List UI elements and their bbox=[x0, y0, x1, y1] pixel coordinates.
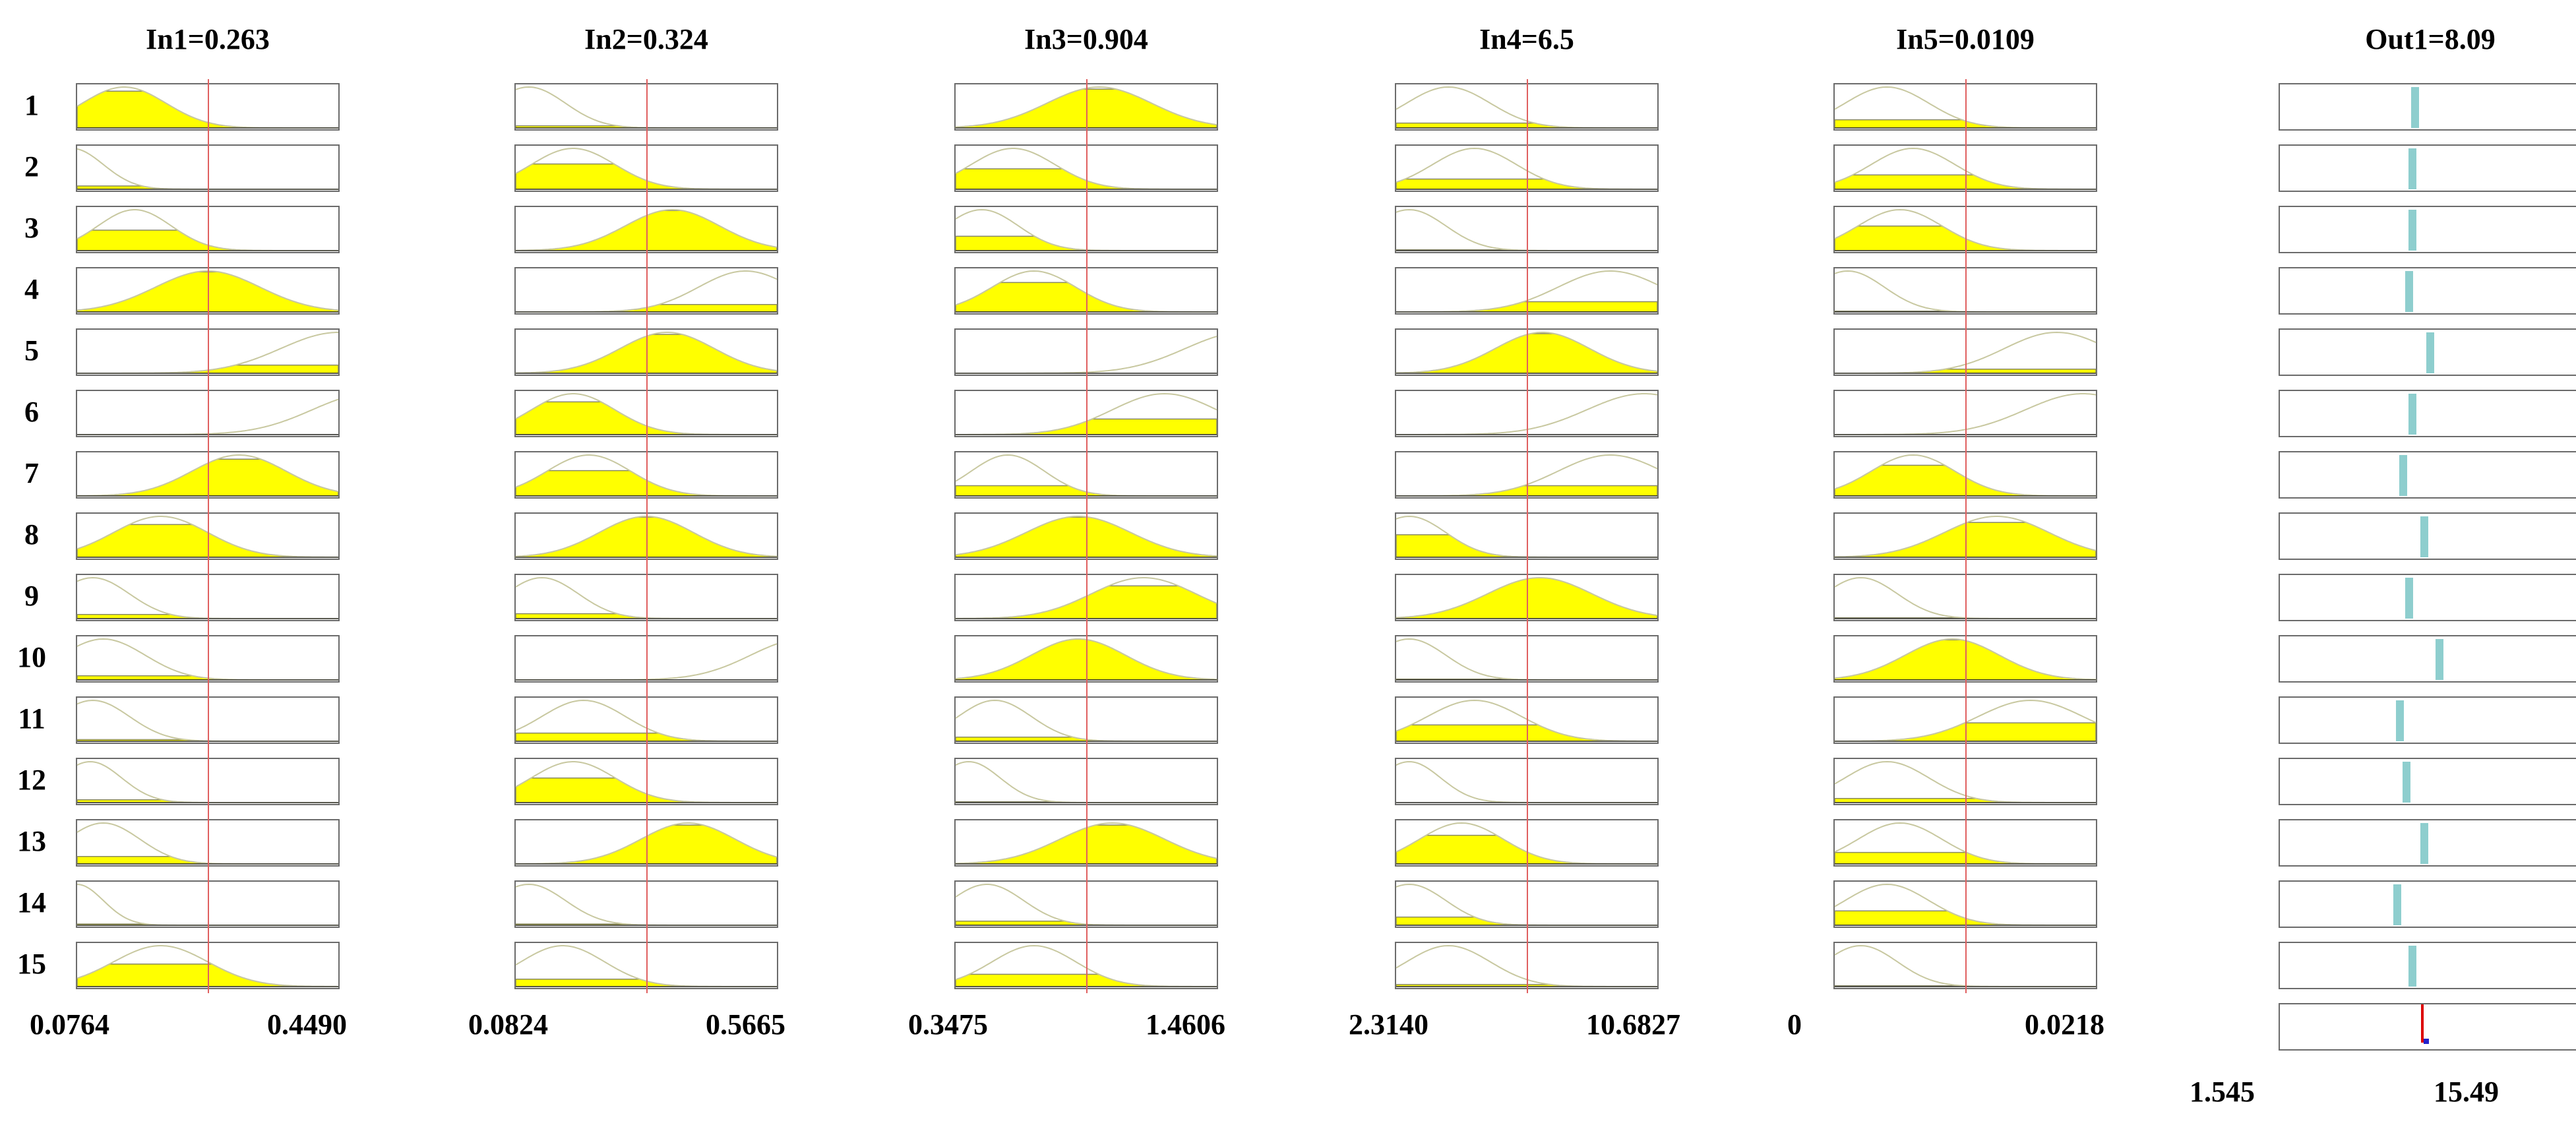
input-value-line[interactable] bbox=[1086, 79, 1088, 993]
output-bar bbox=[2435, 639, 2443, 680]
rule-number: 10 bbox=[17, 641, 46, 673]
output-rule-plot[interactable] bbox=[2279, 390, 2576, 437]
output-rule-plot[interactable] bbox=[2279, 574, 2576, 621]
input-title: In2=0.324 bbox=[584, 23, 708, 55]
defuzzified-line bbox=[2421, 1004, 2424, 1043]
rule-number: 5 bbox=[24, 334, 39, 367]
rule-number: 14 bbox=[17, 886, 46, 919]
output-bar bbox=[2399, 455, 2407, 496]
output-rule-plot[interactable] bbox=[2279, 206, 2576, 253]
output-rule-plot[interactable] bbox=[2279, 267, 2576, 315]
output-rule-plot[interactable] bbox=[2279, 942, 2576, 989]
input-value-line[interactable] bbox=[1527, 79, 1528, 993]
rule-number: 7 bbox=[24, 457, 39, 489]
rule-number: 1 bbox=[24, 89, 39, 121]
rule-number: 8 bbox=[24, 518, 39, 551]
output-rule-plot[interactable] bbox=[2279, 696, 2576, 744]
output-bar bbox=[2408, 394, 2416, 435]
range-max-label: 0.4490 bbox=[267, 1008, 347, 1041]
input-title: In1=0.263 bbox=[146, 23, 270, 55]
range-min-label: 0.3475 bbox=[908, 1008, 988, 1041]
input-value-line[interactable] bbox=[208, 79, 209, 993]
output-bar bbox=[2405, 578, 2414, 619]
range-min-label: 0.0824 bbox=[468, 1008, 548, 1041]
input-title: In4=6.5 bbox=[1479, 23, 1574, 55]
rule-number: 11 bbox=[18, 702, 46, 735]
output-bar bbox=[2396, 700, 2405, 741]
output-max-label: 15.49 bbox=[2434, 1076, 2499, 1108]
range-max-label: 0.5665 bbox=[706, 1008, 785, 1041]
range-min-label: 0 bbox=[1787, 1008, 1802, 1041]
range-min-label: 2.3140 bbox=[1349, 1008, 1428, 1041]
rule-number: 6 bbox=[24, 396, 39, 428]
output-bar bbox=[2426, 332, 2434, 373]
output-title: Out1=8.09 bbox=[2365, 23, 2496, 55]
input-title: In5=0.0109 bbox=[1896, 23, 2035, 55]
output-rule-plot[interactable] bbox=[2279, 880, 2576, 928]
output-bar bbox=[2420, 516, 2428, 557]
output-bar bbox=[2408, 946, 2416, 987]
rule-number: 13 bbox=[17, 825, 46, 857]
output-bar bbox=[2420, 823, 2428, 864]
range-min-label: 0.0764 bbox=[30, 1008, 109, 1041]
output-rule-plot[interactable] bbox=[2279, 635, 2576, 683]
aggregated-output-plot[interactable] bbox=[2279, 1003, 2576, 1051]
range-max-label: 0.0218 bbox=[2025, 1008, 2104, 1041]
defuzzified-marker bbox=[2424, 1039, 2430, 1044]
rule-number: 3 bbox=[24, 212, 39, 244]
output-rule-plot[interactable] bbox=[2279, 758, 2576, 805]
rule-number: 9 bbox=[24, 580, 39, 612]
output-rule-plot[interactable] bbox=[2279, 512, 2576, 560]
input-title: In3=0.904 bbox=[1024, 23, 1148, 55]
output-bar bbox=[2405, 271, 2414, 312]
output-bar bbox=[2408, 210, 2416, 251]
input-value-line[interactable] bbox=[1965, 79, 1967, 993]
output-rule-plot[interactable] bbox=[2279, 451, 2576, 499]
rule-number: 2 bbox=[24, 150, 39, 183]
output-min-label: 1.545 bbox=[2190, 1076, 2255, 1108]
input-value-line[interactable] bbox=[646, 79, 648, 993]
rule-number: 15 bbox=[17, 948, 46, 980]
output-bar bbox=[2402, 762, 2410, 803]
range-max-label: 1.4606 bbox=[1146, 1008, 1225, 1041]
range-max-label: 10.6827 bbox=[1586, 1008, 1680, 1041]
output-bar bbox=[2411, 87, 2420, 128]
output-rule-plot[interactable] bbox=[2279, 819, 2576, 867]
rule-number: 4 bbox=[24, 273, 39, 305]
output-bar bbox=[2393, 884, 2401, 925]
output-bar bbox=[2408, 148, 2416, 189]
output-rule-plot[interactable] bbox=[2279, 144, 2576, 192]
rule-number: 12 bbox=[17, 764, 46, 796]
output-rule-plot[interactable] bbox=[2279, 83, 2576, 131]
output-rule-plot[interactable] bbox=[2279, 328, 2576, 376]
